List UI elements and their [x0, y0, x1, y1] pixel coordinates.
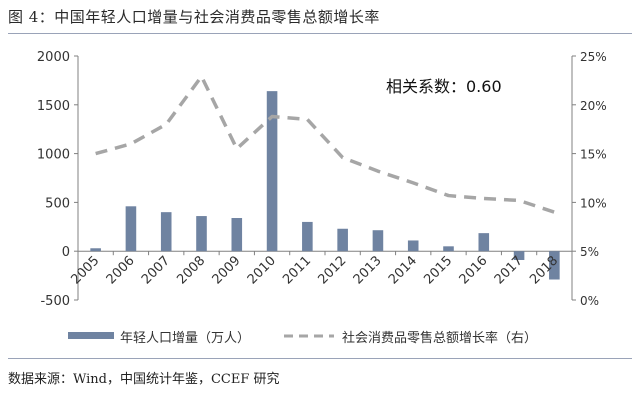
bar: [443, 246, 454, 252]
bar: [302, 221, 313, 252]
axes-layer: [74, 55, 576, 301]
bar: [337, 228, 348, 252]
category-label: 2009: [210, 253, 244, 287]
line-layer: [95, 74, 555, 214]
top-rule: [8, 33, 632, 34]
left-tick-label: 0: [62, 245, 70, 260]
correlation-annotation: 相关系数：0.60: [386, 77, 502, 96]
category-label: 2010: [245, 253, 279, 287]
bar: [478, 233, 490, 252]
source-note: 数据来源：Wind，中国统计年鉴，CCEF 研究: [8, 372, 280, 387]
right-tick-label: 5%: [580, 245, 599, 259]
left-tick-label: 2000: [37, 50, 70, 65]
figure-title: 图 4：中国年轻人口增量与社会消费品零售总额增长率: [8, 8, 380, 26]
growth-rate-line: [95, 74, 555, 214]
bar: [125, 206, 137, 252]
category-label: 2013: [351, 253, 385, 287]
category-label: 2011: [280, 253, 314, 287]
legend-bar-swatch: [68, 332, 114, 339]
category-label: 2007: [139, 253, 173, 287]
right-tick-label: 25%: [580, 50, 607, 64]
right-tick-label: 10%: [580, 196, 607, 210]
legend-bar-label: 年轻人口增量（万人）: [120, 331, 250, 346]
legend-line-label: 社会消费品零售总额增长率（右）: [342, 330, 537, 346]
legend: 年轻人口增量（万人） 社会消费品零售总额增长率（右）: [68, 330, 537, 346]
bar: [196, 216, 207, 252]
bar: [160, 212, 172, 252]
left-tick-label: 1500: [37, 99, 70, 114]
left-tick-label: 500: [45, 196, 70, 211]
bottom-rule: [8, 358, 632, 359]
category-label: 2016: [457, 253, 491, 287]
bar: [231, 218, 243, 252]
category-label: 2012: [315, 253, 349, 287]
combo-chart: -500 0 500 1000 1500 2000 0% 5% 10% 15% 20% 25% 2005…: [37, 50, 607, 346]
right-tick-label: 20%: [580, 99, 607, 113]
bars-layer: [90, 91, 560, 280]
left-tick-label: -500: [40, 294, 70, 309]
category-label: 2005: [68, 253, 102, 287]
bar: [513, 251, 525, 260]
category-label: 2006: [104, 253, 138, 287]
category-label: 2008: [174, 253, 208, 287]
bar: [372, 230, 384, 252]
bar: [90, 248, 101, 252]
category-label: 2014: [386, 253, 420, 287]
category-label: 2015: [421, 253, 455, 287]
labels-layer: -500 0 500 1000 1500 2000 0% 5% 10% 15% 20% 25% 2005…: [37, 50, 607, 309]
right-tick-label: 0%: [580, 294, 599, 308]
bar: [549, 251, 560, 280]
left-tick-label: 1000: [37, 148, 70, 163]
bar: [407, 240, 419, 252]
right-tick-label: 15%: [580, 148, 607, 162]
bar: [266, 91, 278, 252]
